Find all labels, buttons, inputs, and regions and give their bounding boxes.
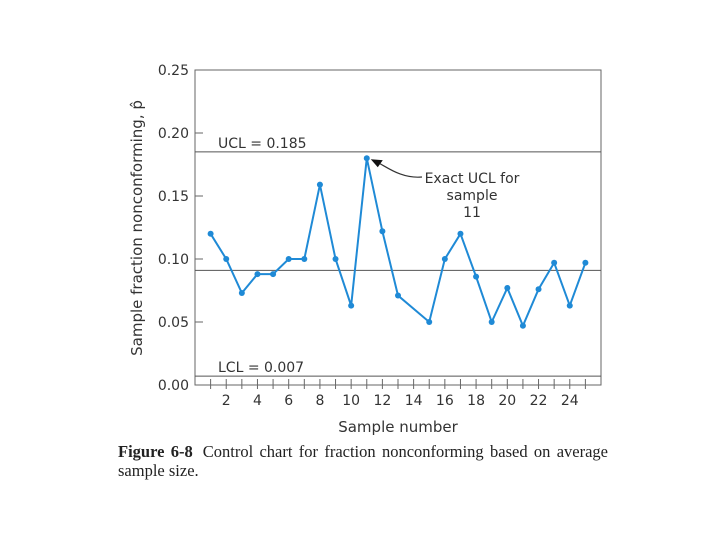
data-point (301, 256, 308, 262)
y-tick-label: 0.00 (158, 378, 189, 394)
data-point (566, 302, 573, 309)
y-tick-label: 0.25 (158, 63, 189, 79)
y-tick-label: 0.20 (158, 126, 189, 142)
data-point (285, 256, 292, 262)
y-tick-label: 0.10 (158, 252, 189, 268)
data-point (348, 302, 355, 309)
x-tick-label: 8 (315, 393, 324, 409)
x-tick-label: 14 (405, 393, 423, 409)
annotation-line-1: Exact UCL for (425, 171, 520, 187)
annotation-line-3: 11 (463, 205, 481, 221)
data-point (363, 155, 370, 162)
y-axis: 0.00 0.05 0.10 0.15 0.20 0.25 (158, 63, 203, 394)
data-point (457, 230, 464, 237)
figure-label: Figure 6-8 (118, 442, 193, 461)
data-point (473, 273, 480, 280)
data-point (582, 259, 589, 266)
data-point (441, 256, 448, 262)
data-point (488, 319, 495, 325)
data-point (316, 181, 323, 188)
x-tick-label: 18 (467, 393, 485, 409)
x-tick-label: 24 (561, 393, 579, 409)
data-point (379, 228, 386, 235)
x-tick-label: 4 (253, 393, 262, 409)
x-axis: 2 4 6 8 10 12 14 16 18 20 22 24 (210, 379, 586, 409)
x-tick-label: 16 (436, 393, 454, 409)
data-point (270, 271, 277, 278)
y-tick-label: 0.05 (158, 315, 189, 331)
exact-ucl-annotation: Exact UCL for sample 11 (370, 159, 520, 221)
y-tick-label: 0.15 (158, 189, 189, 205)
annotation-arrow (376, 161, 423, 178)
series-fraction-nonconforming (207, 155, 589, 329)
data-point (238, 290, 245, 297)
figure-caption-text: Control chart for fraction nonconforming… (118, 442, 608, 480)
data-point (207, 230, 214, 237)
data-point (504, 284, 511, 291)
lcl-label: LCL = 0.007 (218, 360, 304, 376)
data-point (254, 271, 261, 278)
plot-frame (194, 69, 602, 386)
data-point (395, 292, 401, 299)
series-line (209, 157, 587, 329)
data-point (223, 256, 230, 262)
data-point (332, 256, 339, 262)
ucl-label: UCL = 0.185 (218, 136, 307, 152)
x-tick-label: 10 (342, 393, 360, 409)
data-point (551, 259, 558, 266)
annotation-line-2: sample (447, 188, 498, 204)
y-axis-title: Sample fraction nonconforming, p̂ (128, 100, 146, 356)
data-point (535, 286, 542, 293)
x-tick-label: 12 (373, 393, 391, 409)
figure-caption: Figure 6-8 Control chart for fraction non… (118, 442, 608, 480)
x-tick-label: 6 (284, 393, 293, 409)
x-tick-label: 22 (530, 393, 548, 409)
x-tick-label: 20 (498, 393, 516, 409)
x-axis-title: Sample number (338, 418, 458, 436)
annotation-arrowhead (370, 159, 383, 168)
x-tick-label: 2 (222, 393, 231, 409)
data-point (426, 319, 433, 325)
data-point (519, 322, 526, 329)
